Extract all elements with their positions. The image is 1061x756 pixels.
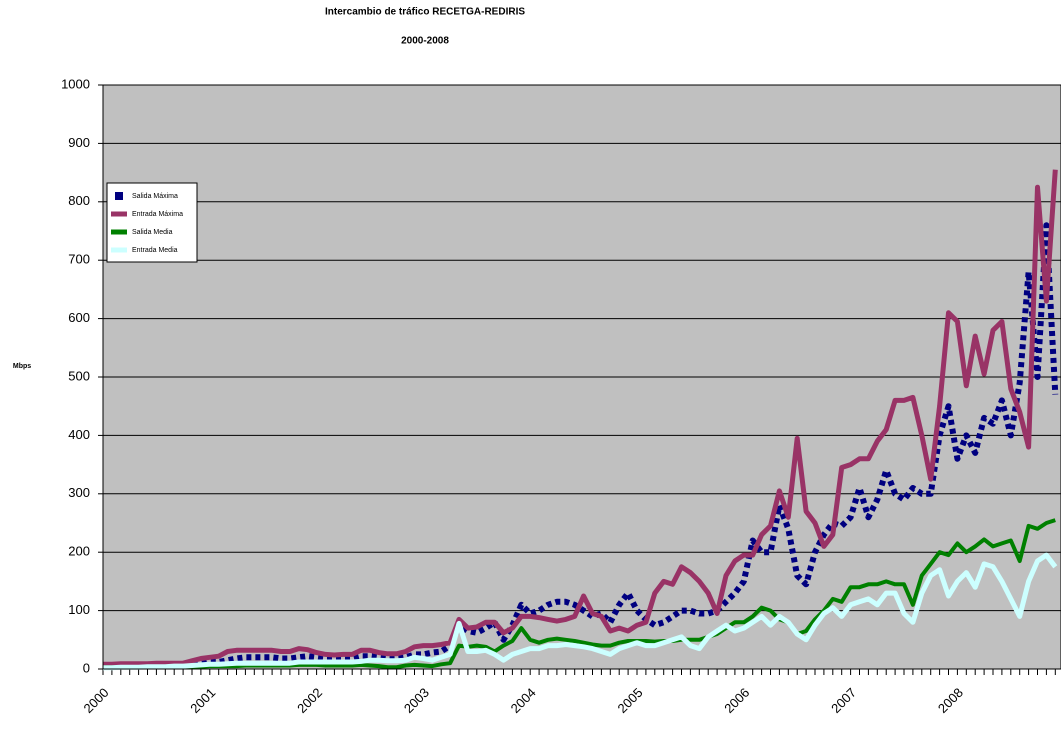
y-tick-label: 800 [68,193,90,208]
y-tick-label: 200 [68,544,90,559]
legend-label: Entrada Media [132,247,178,254]
chart-title: Intercambio de tráfico RECETGA-REDIRIS [325,7,525,18]
y-tick-label: 500 [68,368,90,383]
legend: Salida Máxima Entrada Máxima Salida Media E… [106,182,198,263]
y-tick-label: 300 [68,485,90,500]
y-tick-label: 700 [68,252,90,267]
y-tick-label: 100 [68,602,90,617]
y-tick-label: 0 [83,660,90,675]
legend-marker [115,192,123,200]
series-line [103,169,1058,667]
y-tick-label: 400 [68,427,90,442]
x-tick-label: 2001 [187,685,218,716]
y-tick-label: 900 [68,135,90,150]
x-tick-label: 2006 [721,685,752,716]
x-tick-label: 2003 [401,685,432,716]
chart-subtitle: 2000-2008 [401,36,449,47]
y-axis-label: Mbps [13,363,31,370]
legend-label: Salida Media [132,229,173,236]
series-line [103,552,1058,671]
x-tick-label: 2000 [80,685,111,716]
x-tick-label: 2005 [614,685,645,716]
x-tick-label: 2004 [508,685,539,716]
y-tick-label: 600 [68,310,90,325]
x-tick-label: 2002 [294,685,325,716]
x-tick-label: 2008 [935,685,966,716]
x-tick-label: 2007 [828,685,859,716]
y-tick-label: 1000 [61,76,90,91]
legend-label: Salida Máxima [132,193,178,200]
legend-label: Entrada Máxima [132,211,183,218]
